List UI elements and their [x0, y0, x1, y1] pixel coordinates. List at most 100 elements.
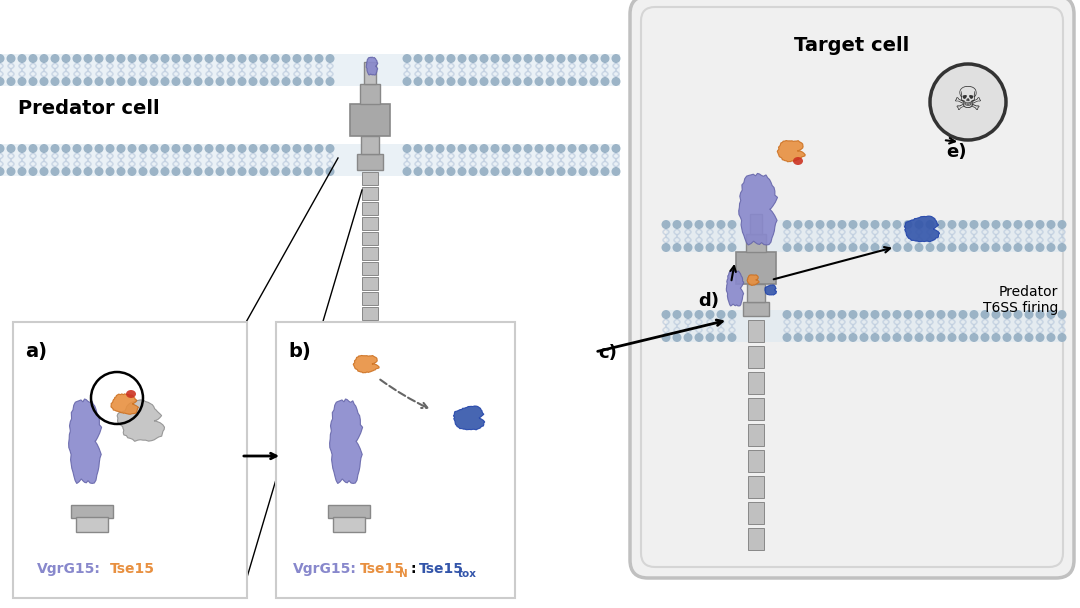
Circle shape — [959, 243, 968, 252]
Circle shape — [259, 77, 269, 86]
Circle shape — [138, 144, 148, 153]
Circle shape — [40, 77, 49, 86]
Circle shape — [556, 77, 566, 86]
FancyBboxPatch shape — [276, 322, 515, 598]
Polygon shape — [739, 173, 778, 245]
Circle shape — [579, 167, 588, 176]
Circle shape — [1013, 220, 1023, 229]
Bar — [735, 252, 777, 284]
Circle shape — [535, 54, 543, 63]
Circle shape — [545, 77, 554, 86]
Bar — [357, 154, 383, 170]
Circle shape — [161, 144, 170, 153]
Polygon shape — [353, 356, 379, 373]
Circle shape — [325, 77, 335, 86]
Circle shape — [106, 77, 114, 86]
Circle shape — [183, 54, 191, 63]
Circle shape — [424, 54, 433, 63]
Circle shape — [414, 144, 422, 153]
Circle shape — [270, 54, 280, 63]
Bar — [364, 62, 376, 84]
Circle shape — [1047, 333, 1055, 342]
Circle shape — [849, 220, 858, 229]
Bar — [748, 398, 764, 420]
Circle shape — [62, 54, 70, 63]
Ellipse shape — [126, 390, 136, 398]
Circle shape — [248, 77, 257, 86]
Circle shape — [403, 54, 411, 63]
FancyBboxPatch shape — [13, 322, 247, 598]
Circle shape — [826, 310, 836, 319]
Bar — [666, 310, 1065, 342]
Circle shape — [590, 77, 598, 86]
Circle shape — [117, 54, 125, 63]
Circle shape — [694, 243, 703, 252]
Circle shape — [991, 220, 1000, 229]
Bar — [747, 284, 765, 302]
Bar — [362, 187, 378, 200]
Bar — [748, 528, 764, 550]
Circle shape — [325, 54, 335, 63]
Circle shape — [991, 310, 1000, 319]
Circle shape — [1057, 310, 1067, 319]
Bar — [362, 352, 378, 365]
Circle shape — [259, 167, 269, 176]
Circle shape — [794, 310, 802, 319]
Circle shape — [424, 77, 433, 86]
Text: VgrG15:: VgrG15: — [293, 562, 356, 576]
Circle shape — [161, 77, 170, 86]
Text: b): b) — [288, 342, 311, 361]
Bar — [748, 346, 764, 368]
Text: Predator
T6SS firing: Predator T6SS firing — [983, 285, 1058, 315]
Circle shape — [849, 310, 858, 319]
Circle shape — [870, 310, 879, 319]
Circle shape — [926, 220, 934, 229]
Circle shape — [611, 77, 621, 86]
Circle shape — [545, 167, 554, 176]
Circle shape — [805, 310, 813, 319]
Circle shape — [325, 167, 335, 176]
Circle shape — [106, 54, 114, 63]
Circle shape — [892, 243, 902, 252]
Text: e): e) — [946, 143, 967, 161]
Text: VgrG15:: VgrG15: — [37, 562, 100, 576]
Bar — [333, 517, 365, 532]
Circle shape — [303, 167, 312, 176]
Circle shape — [535, 167, 543, 176]
Circle shape — [805, 333, 813, 342]
Circle shape — [0, 167, 4, 176]
Text: d): d) — [698, 292, 719, 310]
Circle shape — [716, 220, 726, 229]
Circle shape — [51, 167, 59, 176]
Circle shape — [314, 144, 324, 153]
Circle shape — [1025, 243, 1034, 252]
Circle shape — [446, 167, 456, 176]
Circle shape — [805, 220, 813, 229]
Circle shape — [600, 77, 609, 86]
Polygon shape — [727, 270, 744, 306]
Circle shape — [183, 77, 191, 86]
Bar — [362, 292, 378, 305]
Circle shape — [915, 220, 923, 229]
Circle shape — [403, 77, 411, 86]
Circle shape — [172, 77, 180, 86]
Circle shape — [83, 144, 93, 153]
Circle shape — [1047, 243, 1055, 252]
Bar — [362, 217, 378, 230]
Circle shape — [1013, 243, 1023, 252]
Circle shape — [705, 220, 715, 229]
Circle shape — [611, 144, 621, 153]
Bar — [362, 232, 378, 245]
Circle shape — [403, 144, 411, 153]
Circle shape — [1002, 333, 1012, 342]
Circle shape — [62, 144, 70, 153]
Circle shape — [826, 243, 836, 252]
Circle shape — [6, 77, 15, 86]
Circle shape — [501, 144, 511, 153]
Circle shape — [216, 167, 225, 176]
Circle shape — [513, 77, 522, 86]
Circle shape — [72, 77, 81, 86]
Circle shape — [783, 243, 792, 252]
Circle shape — [611, 167, 621, 176]
Circle shape — [881, 243, 891, 252]
